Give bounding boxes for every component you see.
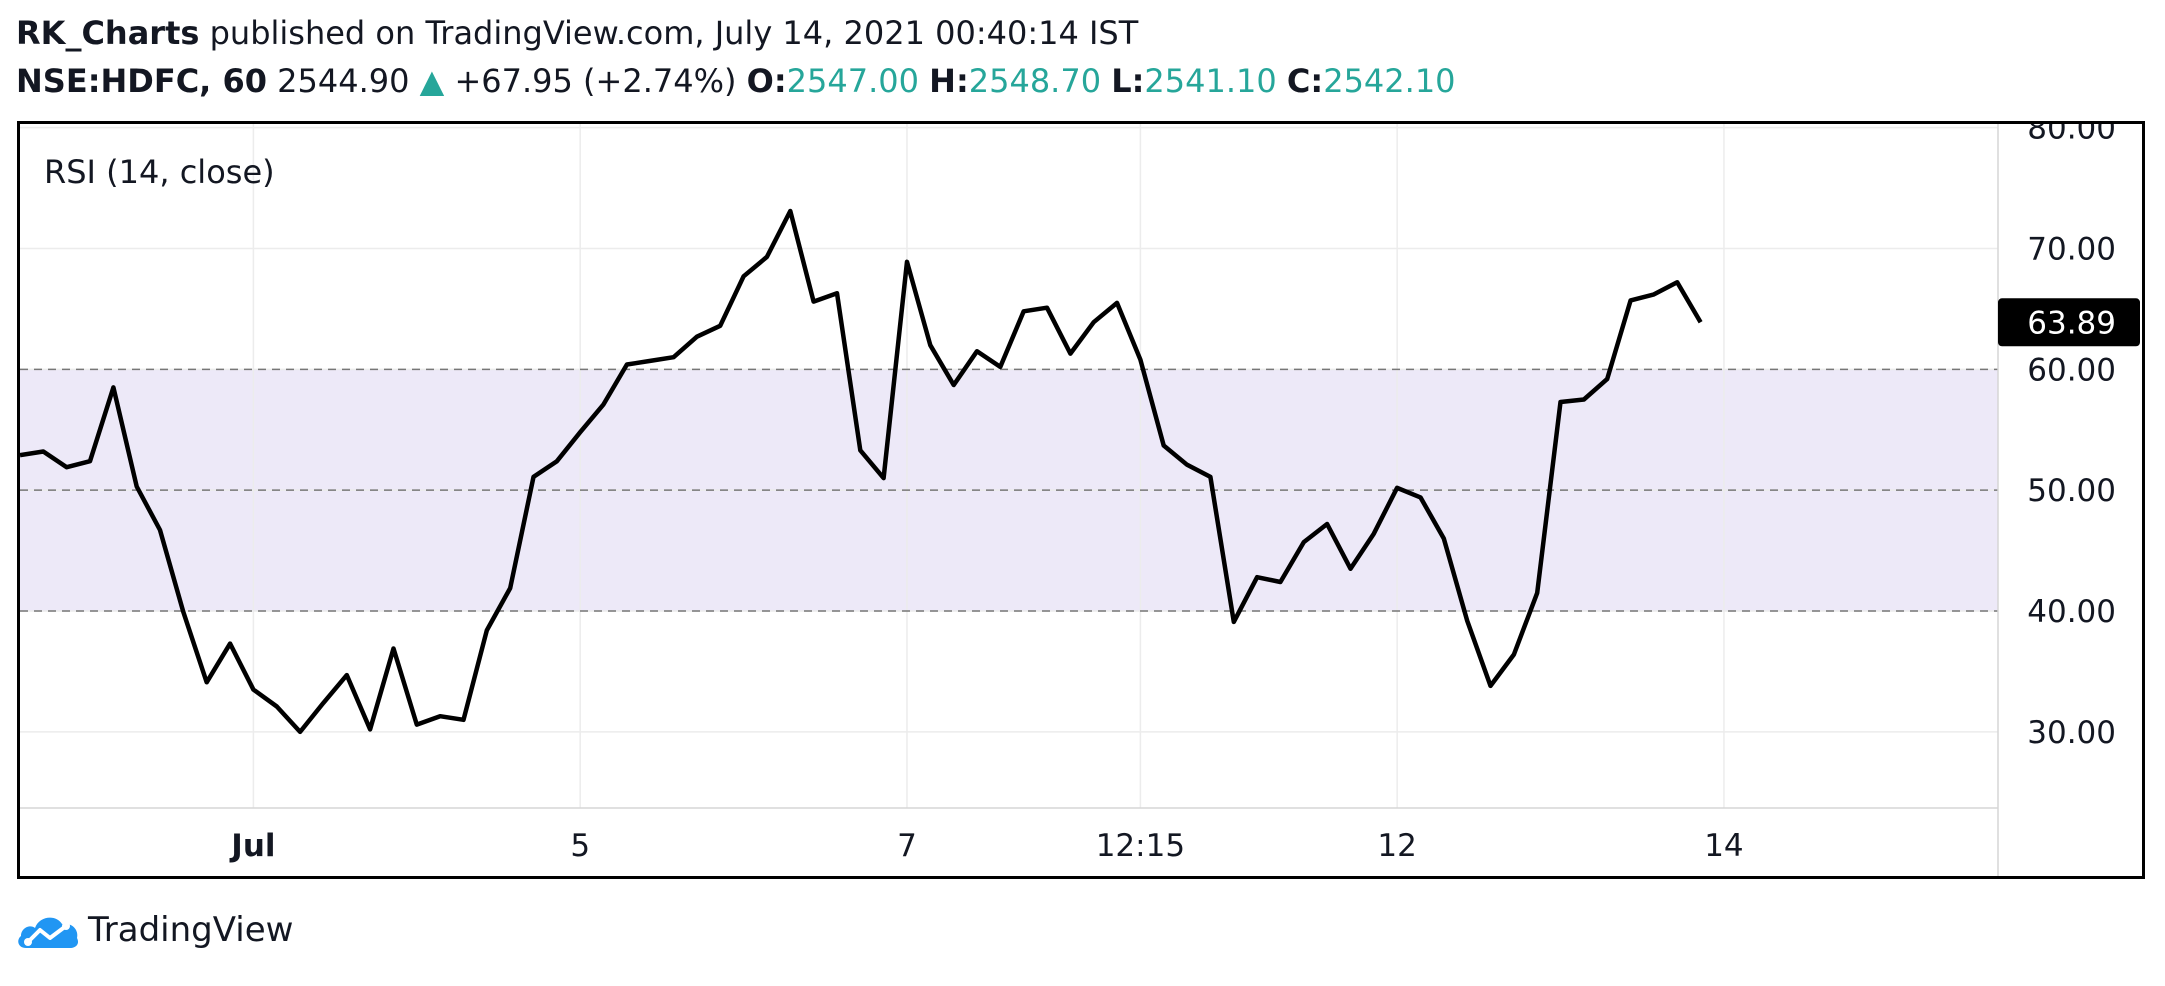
price-axis: 30.00 40.00 50.00 60.00 70.00 80.00 [2027, 124, 2116, 751]
open-label: O: [746, 62, 787, 100]
y-tick-label: 50.00 [2027, 473, 2116, 509]
high-value: 2548.70 [968, 62, 1102, 100]
high-label: H: [929, 62, 969, 100]
x-tick-label: 7 [897, 828, 917, 864]
y-tick-label: 40.00 [2027, 594, 2116, 630]
author-name: RK_Charts [16, 14, 200, 52]
indicator-label: RSI (14, close) [44, 153, 275, 191]
publish-info: RK_Charts published on TradingView.com, … [16, 14, 1138, 52]
last-value-badge: 63.89 [1998, 298, 2140, 347]
symbol-info: NSE:HDFC, 60 2544.90 ▲ +67.95 (+2.74%) O… [16, 62, 1456, 100]
tradingview-brand: TradingView [88, 910, 294, 950]
x-tick-label: 12 [1377, 828, 1416, 864]
chart-frame[interactable]: 30.00 40.00 50.00 60.00 70.00 80.00 Jul 5 7 12:1… [17, 121, 2145, 879]
y-tick-label: 60.00 [2027, 352, 2116, 388]
rsi-chart[interactable]: 30.00 40.00 50.00 60.00 70.00 80.00 Jul 5 7 12:1… [20, 124, 2142, 876]
x-tick-label: 5 [570, 828, 590, 864]
close-value: 2542.10 [1323, 62, 1456, 100]
tradingview-logo: TradingView [16, 910, 293, 950]
low-label: L: [1111, 62, 1145, 100]
last-price: 2544.90 [277, 62, 410, 100]
up-triangle-icon: ▲ [419, 62, 445, 100]
close-label: C: [1286, 62, 1324, 100]
last-value-badge-bg [1998, 298, 2140, 347]
price-change: +67.95 (+2.74%) [454, 62, 737, 100]
open-value: 2547.00 [786, 62, 919, 100]
symbol-label: NSE:HDFC, 60 [16, 62, 267, 100]
last-value-text: 63.89 [2027, 305, 2116, 341]
y-tick-label: 30.00 [2027, 715, 2116, 751]
x-tick-label: 14 [1704, 828, 1743, 864]
published-text: published on TradingView.com, July 14, 2… [209, 14, 1139, 52]
cloud-icon [18, 917, 79, 948]
y-tick-label: 70.00 [2027, 231, 2116, 267]
level-lines [20, 368, 1998, 612]
time-axis: Jul 5 7 12:15 12 14 [229, 828, 1743, 864]
y-tick-label: 80.00 [2027, 124, 2116, 147]
low-value: 2541.10 [1144, 62, 1277, 100]
rsi-line [20, 208, 1703, 735]
x-tick-label: Jul [229, 828, 275, 864]
x-tick-label: 12:15 [1096, 828, 1185, 864]
